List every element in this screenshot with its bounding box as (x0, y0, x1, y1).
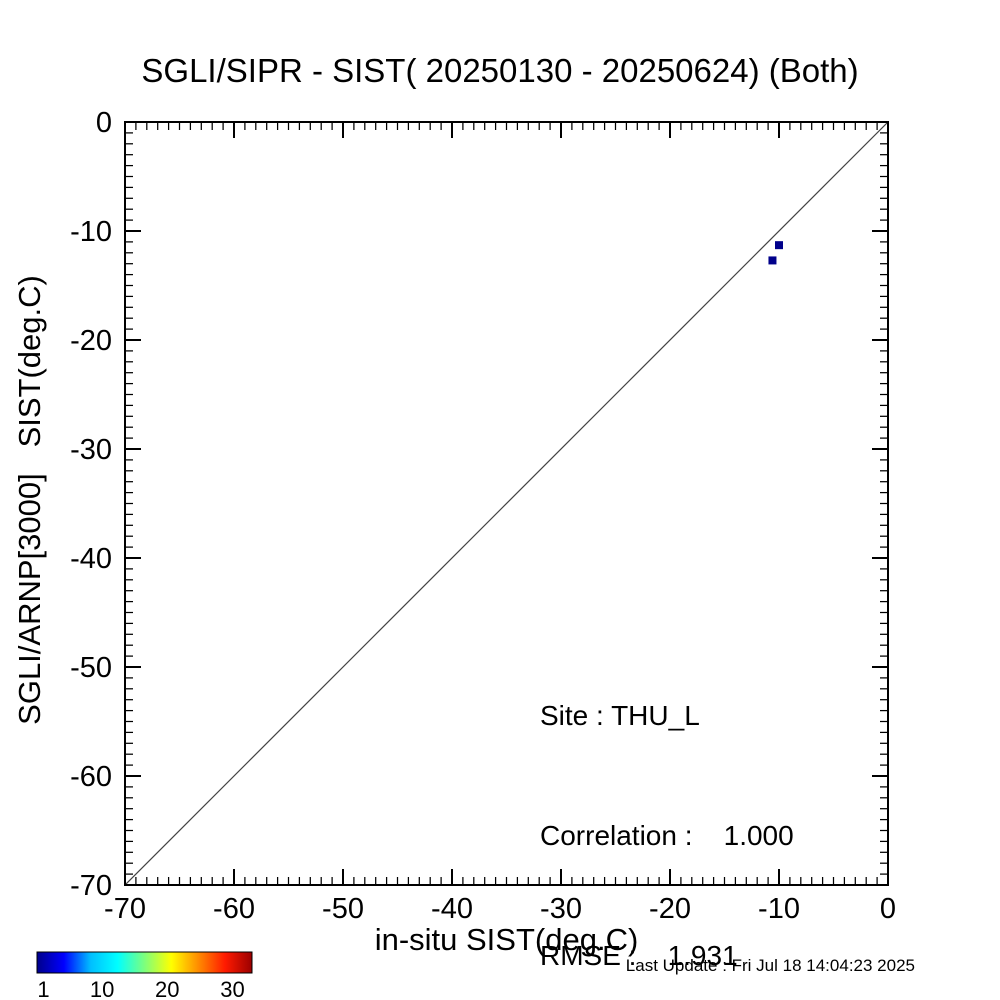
stat-site: Site : THU_L (540, 700, 700, 731)
x-tick-label: -30 (540, 893, 582, 925)
y-tick-label: -30 (70, 434, 112, 466)
y-tick-label: -60 (70, 761, 112, 793)
colorbar-tick-label: 20 (155, 977, 179, 1000)
stat-correlation: Correlation : 1.000 (540, 820, 794, 851)
colorbar-tick-label: 10 (90, 977, 114, 1000)
x-tick-label: -40 (431, 893, 473, 925)
y-axis-label: SGLI/ARNP[3000] SIST(deg.C) (12, 275, 47, 725)
y-tick-label: -70 (70, 870, 112, 902)
y-tick-label: -40 (70, 543, 112, 575)
x-tick-label: -50 (322, 893, 364, 925)
x-tick-label: 0 (880, 893, 896, 925)
x-tick-label: -20 (649, 893, 691, 925)
last-update-text: Last Update : Fri Jul 18 14:04:23 2025 (625, 956, 915, 975)
x-axis-label: in-situ SIST(deg.C) (374, 922, 639, 957)
x-tick-label: -60 (213, 893, 255, 925)
y-tick-label: -10 (70, 216, 112, 248)
data-point (768, 256, 777, 265)
colorbar-gradient (36, 951, 253, 974)
y-tick-label: -20 (70, 325, 112, 357)
stat-rmse: RMSE : 1.931 (540, 940, 738, 971)
stats-block: Site : THU_L Correlation : 1.000 RMSE : … (540, 616, 794, 1000)
x-tick-label: -10 (758, 893, 800, 925)
x-tick-label: -70 (104, 893, 146, 925)
y-tick-label: -50 (70, 652, 112, 684)
chart-title: SGLI/SIPR - SIST( 20250130 - 20250624) (… (141, 52, 859, 89)
identity-line (124, 121, 889, 886)
data-point (775, 241, 783, 250)
colorbar-tick-label: 30 (220, 977, 244, 1000)
y-tick-label: 0 (96, 107, 112, 139)
colorbar-tick-label: 1 (37, 977, 49, 1000)
colorbar: 1 10 20 30 (36, 951, 253, 1000)
